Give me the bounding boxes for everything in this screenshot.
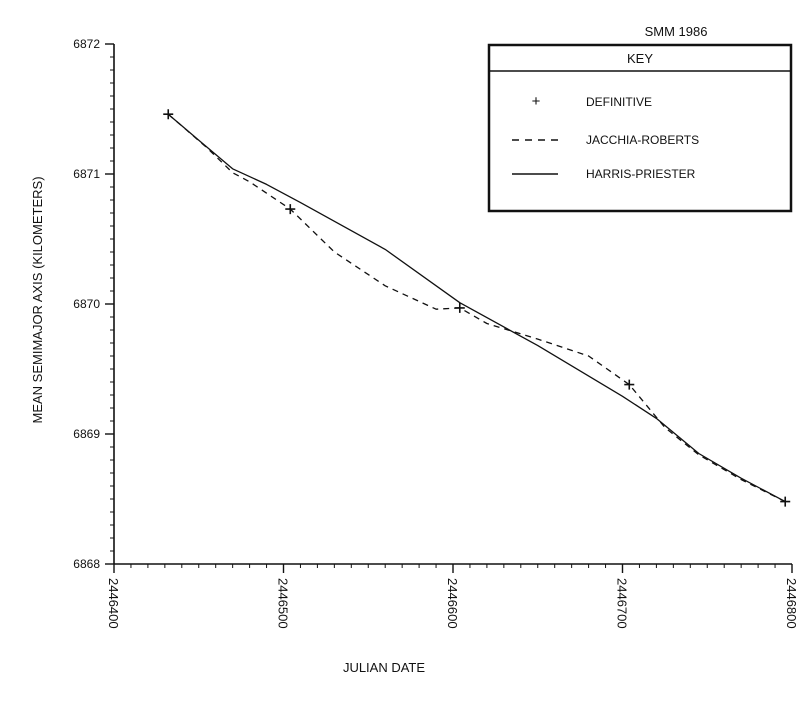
plot-area: 2446400 2446500 2446600 2446700 2446800 6868 6…	[73, 37, 799, 629]
y-tick-label: 6872	[73, 37, 100, 51]
point-definitive	[624, 379, 635, 390]
legend-box	[487, 43, 793, 213]
y-tick-label: 6870	[73, 297, 100, 311]
legend-label-jacchia-roberts: JACCHIA-ROBERTS	[586, 133, 699, 147]
legend-title: KEY	[627, 51, 653, 66]
x-tick-label: 2446400	[106, 578, 121, 629]
y-axis-title: MEAN SEMIMAJOR AXIS (KILOMETERS)	[30, 176, 45, 423]
y-tick-label: 6869	[73, 427, 100, 441]
series-line-harris-priester	[167, 113, 786, 503]
x-tick-label: 2446500	[276, 578, 291, 629]
legend-label-harris-priester: HARRIS-PRIESTER	[586, 167, 696, 181]
y-tick-label: 6871	[73, 167, 100, 181]
legend: KEY + DEFINITIVE JACCHIA-ROBERTS HARRIS-…	[487, 43, 793, 213]
chart-title: SMM 1986	[645, 24, 708, 39]
series-line-jacchia-roberts	[167, 113, 786, 503]
x-tick-label: 2446800	[784, 578, 799, 629]
y-tick-label: 6868	[73, 557, 100, 571]
x-tick-label: 2446700	[615, 578, 630, 629]
legend-plus-marker-icon: +	[532, 93, 541, 110]
point-definitive	[780, 496, 791, 507]
legend-label-definitive: DEFINITIVE	[586, 95, 652, 109]
x-axis-title: JULIAN DATE	[343, 660, 425, 675]
x-tick-label: 2446600	[445, 578, 460, 629]
